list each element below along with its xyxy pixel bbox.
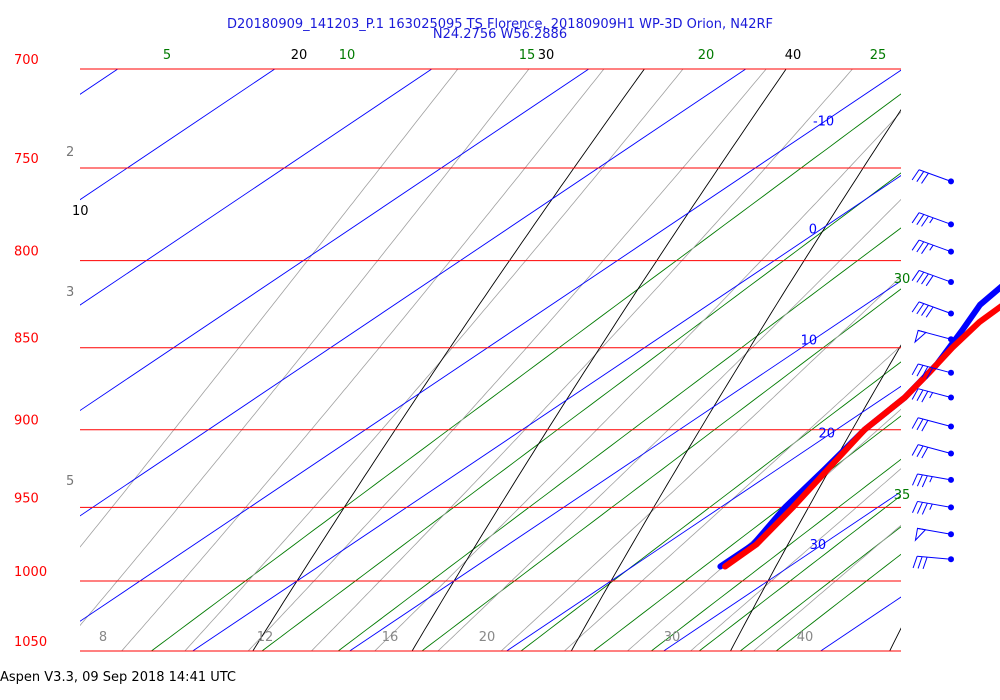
chart-title-line-1: D20180909_141203_P.1 163025095 TS Floren… [226, 17, 774, 32]
moist-adiabat-line [626, 408, 901, 651]
wind-barb [911, 444, 954, 459]
wind-barb [911, 239, 954, 255]
wind-barb [911, 269, 954, 287]
dry-adiabat-label: 30 [538, 48, 555, 63]
isotherm-line [80, 69, 433, 306]
dry-adiabat-label: 20 [291, 48, 308, 63]
moist-adiabat-line [121, 69, 605, 651]
pressure-tick-label: 750 [14, 152, 39, 167]
isotherm-line [80, 69, 901, 622]
dry-adiabat-label: 40 [785, 48, 802, 63]
mixing-ratio-line [337, 227, 901, 651]
wind-barb [911, 301, 954, 318]
isotherm-line [80, 69, 747, 517]
moist-adiabat-line [563, 345, 901, 651]
wind-barb [911, 212, 954, 228]
moist-adiabat-label: 3 [66, 285, 74, 300]
dry-adiabat-line [729, 344, 901, 651]
moist-adiabat-bottom-label: 12 [257, 630, 274, 645]
isotherm-label: 30 [810, 538, 827, 553]
moist-adiabat-line [247, 69, 767, 651]
mixing-ratio-label: 5 [163, 48, 171, 63]
dry-adiabat-line [570, 109, 901, 651]
moist-adiabat-line [437, 198, 901, 651]
mixing-ratio-line [592, 415, 901, 651]
axis-labels: 700 750 800 850 900 950 1000 1050 -10 0 10 20 30 10 20… [14, 48, 910, 650]
mixing-ratio-line [421, 288, 901, 651]
moist-adiabat-line [500, 276, 901, 651]
pressure-tick-label: 1050 [14, 635, 47, 650]
dewpoint-profile-line [717, 283, 1000, 570]
mixing-ratio-line [520, 361, 901, 651]
moist-adiabat-label: 5 [66, 474, 74, 489]
isobar-lines [80, 68, 901, 652]
footer-software-version: Aspen V3.3, 09 Sep 2018 14:41 UTC [0, 670, 237, 685]
moist-adiabat-bottom-label: 16 [382, 630, 399, 645]
moist-adiabat-line [374, 111, 901, 651]
pressure-tick-label: 850 [14, 332, 39, 347]
wind-barb [911, 363, 954, 379]
moist-adiabat-line [689, 468, 901, 651]
diagram-grid [80, 48, 1000, 664]
moist-adiabat-bottom-label: 20 [479, 630, 496, 645]
mixing-ratio-label: 20 [698, 48, 715, 63]
isotherm-label: 20 [818, 427, 835, 442]
mixing-ratio-label: 30 [894, 272, 911, 287]
pressure-tick-label: 800 [14, 245, 39, 260]
mixing-ratio-line [739, 526, 901, 651]
chart-title-line-2: N24.2756 W56.2886 [432, 27, 568, 42]
isotherm-line [819, 596, 901, 651]
wind-barb [911, 169, 954, 185]
wind-barb [914, 527, 954, 542]
wind-barb [912, 500, 954, 515]
dry-adiabat-label: 10 [72, 204, 89, 219]
moist-adiabat-line [184, 69, 684, 651]
isotherm-line [348, 280, 901, 651]
mixing-ratio-line [650, 458, 901, 651]
mixing-ratio-line [150, 93, 901, 651]
pressure-tick-label: 700 [14, 53, 39, 68]
isotherm-label: -10 [813, 114, 834, 129]
wind-barb [911, 388, 954, 403]
temperature-profile-line [722, 303, 1000, 570]
dry-adiabat-line [252, 69, 645, 651]
moist-adiabat-line [752, 524, 901, 651]
pressure-tick-label: 950 [14, 491, 39, 506]
wind-barb [912, 555, 954, 570]
moist-adiabat-line [80, 69, 459, 548]
mixing-ratio-label: 35 [894, 488, 911, 503]
isotherm-line [80, 69, 590, 412]
moist-adiabat-label: 2 [66, 145, 74, 160]
isotherm-line [80, 69, 276, 201]
wind-barb [914, 329, 954, 344]
sounding-profiles [717, 283, 1000, 570]
mixing-ratio-line [698, 495, 901, 651]
mixing-ratio-label: 10 [339, 48, 356, 63]
isotherm-label: 0 [809, 223, 817, 238]
wind-barb [911, 417, 954, 432]
moist-adiabat-line [80, 69, 530, 627]
isotherm-line [505, 385, 901, 651]
moist-adiabat-bottom-label: 30 [664, 630, 681, 645]
pressure-tick-label: 900 [14, 414, 39, 429]
moist-adiabat-bottom-label: 40 [797, 630, 814, 645]
isotherm-line [957, 48, 1000, 664]
mixing-ratio-label: 25 [870, 48, 887, 63]
isotherm-line [662, 491, 901, 651]
dry-adiabat-line [411, 69, 787, 651]
mixing-ratio-line [261, 172, 901, 651]
wind-barb [912, 473, 954, 488]
moist-adiabat-line [310, 69, 854, 651]
wind-barbs [911, 169, 954, 570]
isotherm-line [191, 175, 901, 651]
mixing-ratio-label: 15 [519, 48, 536, 63]
pressure-tick-label: 1000 [14, 565, 47, 580]
mixing-ratio-line [775, 553, 901, 651]
moist-adiabat-bottom-label: 8 [99, 630, 107, 645]
isotherm-label: 10 [801, 333, 818, 348]
